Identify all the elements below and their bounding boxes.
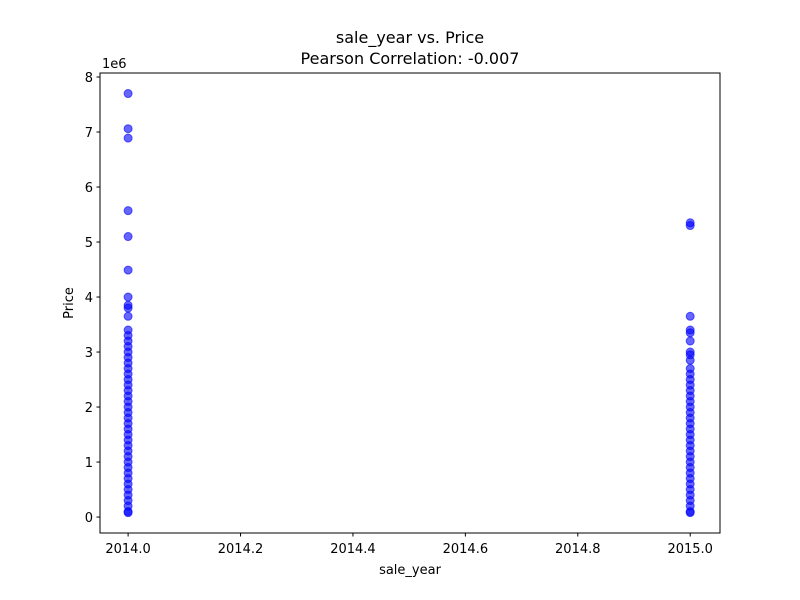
point	[685, 336, 695, 346]
x-tick-label: 2014.2	[218, 542, 264, 557]
point	[685, 508, 695, 518]
x-tick-label: 2014.0	[105, 542, 151, 557]
y-axis-label: Price	[62, 287, 77, 319]
x-tick-label: 2014.8	[555, 542, 601, 557]
y-offset-label: 1e6	[102, 57, 127, 72]
point	[685, 355, 695, 365]
point	[123, 292, 133, 302]
point	[685, 221, 695, 231]
plot-frame	[99, 72, 721, 534]
y-tick-label: 2	[85, 401, 93, 416]
y-tick-label: 6	[85, 181, 93, 196]
point	[685, 328, 695, 338]
point	[123, 508, 133, 518]
point	[123, 265, 133, 275]
y-tick-label: 1	[85, 456, 93, 471]
y-tick-label: 5	[85, 236, 93, 251]
chart-title: sale_year vs. Price	[336, 28, 484, 48]
x-tick-label: 2015.0	[667, 542, 713, 557]
point	[123, 206, 133, 216]
y-tick-label: 4	[85, 291, 93, 306]
point	[123, 232, 133, 242]
x-tick-label: 2014.4	[330, 542, 376, 557]
point	[123, 124, 133, 134]
point	[123, 303, 133, 313]
y-tick-label: 7	[85, 126, 93, 141]
chart-subtitle: Pearson Correlation: -0.007	[301, 49, 520, 68]
y-tick-label: 8	[85, 71, 93, 86]
y-tick-label: 3	[85, 346, 93, 361]
x-axis-label: sale_year	[379, 563, 442, 578]
point	[123, 133, 133, 143]
point	[123, 89, 133, 99]
x-tick-label: 2014.6	[443, 542, 489, 557]
point	[685, 311, 695, 321]
point	[123, 311, 133, 321]
y-tick-label: 0	[85, 511, 93, 526]
